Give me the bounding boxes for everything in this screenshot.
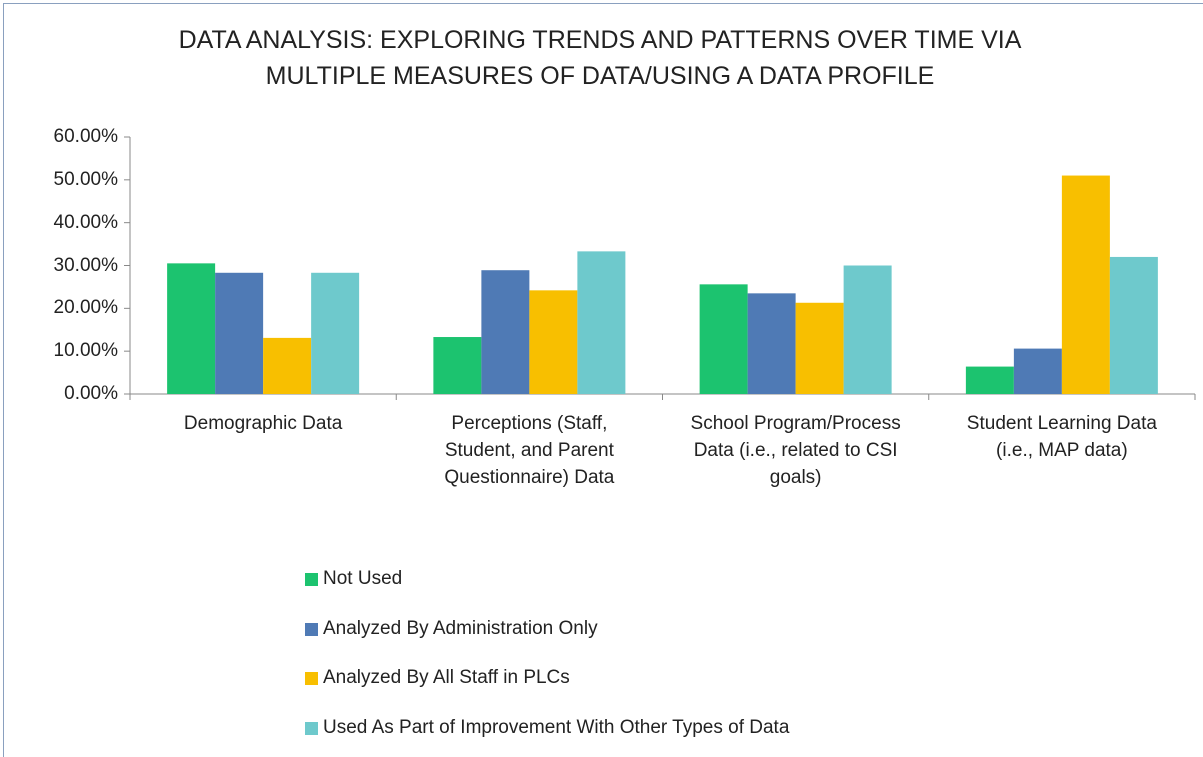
- y-tick-label: 60.00%: [53, 126, 118, 147]
- bar: [167, 263, 216, 394]
- chart-frame: [3, 3, 1203, 757]
- legend-label: Not Used: [323, 568, 403, 589]
- bar: [699, 284, 748, 394]
- bar: [747, 293, 796, 394]
- bar: [965, 366, 1014, 394]
- y-tick-label: 0.00%: [64, 383, 118, 404]
- x-tick-label: Perceptions (Staff, Student, and Parent …: [444, 413, 615, 488]
- legend-label: Analyzed By Administration Only: [323, 617, 598, 639]
- legend-label: Used As Part of Improvement With Other T…: [323, 716, 790, 738]
- x-tick-label: Student Learning Data (i.e., MAP data): [966, 413, 1157, 461]
- bar: [1013, 348, 1062, 394]
- bar: [1109, 256, 1158, 394]
- bar: [843, 265, 892, 394]
- x-tick-label: School Program/Process Data (i.e., relat…: [690, 413, 901, 488]
- legend-swatch: [305, 622, 318, 636]
- y-tick-label: 40.00%: [53, 211, 118, 233]
- bar: [577, 251, 626, 394]
- y-tick-label: 50.00%: [53, 168, 118, 190]
- bar: [215, 272, 264, 394]
- legend-swatch: [305, 573, 318, 586]
- y-tick-label: 20.00%: [53, 297, 118, 319]
- legend-swatch: [305, 672, 318, 685]
- bar: [529, 290, 578, 394]
- legend-label: Analyzed By All Staff in PLCs: [323, 667, 570, 688]
- chart-title: DATA ANALYSIS: EXPLORING TRENDS AND PATT…: [178, 26, 1022, 90]
- bar: [433, 337, 482, 394]
- y-tick-label: 30.00%: [53, 254, 118, 276]
- bar: [481, 270, 530, 394]
- y-tick-label: 10.00%: [53, 340, 118, 362]
- legend-swatch: [305, 721, 318, 735]
- bar: [795, 302, 844, 394]
- bar: [263, 337, 312, 394]
- x-tick-label: Demographic Data: [183, 413, 343, 434]
- bar: [311, 272, 360, 394]
- bar: [1061, 175, 1110, 394]
